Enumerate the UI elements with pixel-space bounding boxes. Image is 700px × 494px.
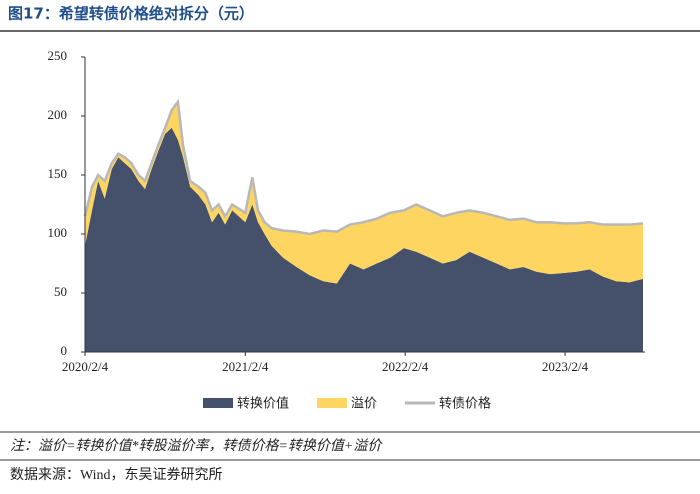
- x-tick-label: 2023/2/4: [542, 359, 589, 374]
- note: 注：溢价=转换价值*转股溢价率，转债价格=转换价值+溢价: [10, 438, 383, 454]
- y-tick-label: 250: [48, 48, 68, 63]
- area: [85, 127, 643, 352]
- chart-title: 图17：希望转债价格绝对拆分（元）: [8, 5, 254, 23]
- y-tick-label: 0: [61, 343, 68, 358]
- area: [85, 101, 643, 284]
- x-tick-label: 2021/2/4: [222, 359, 269, 374]
- x-tick-label: 2022/2/4: [382, 359, 429, 374]
- legend-label: 转债价格: [439, 396, 491, 412]
- y-tick-label: 200: [48, 107, 68, 122]
- legend-label: 转换价值: [237, 396, 289, 412]
- legend-swatch: [317, 398, 348, 408]
- legend-swatch: [203, 398, 233, 408]
- y-tick-label: 150: [48, 166, 68, 181]
- y-tick-label: 50: [54, 284, 67, 299]
- x-tick-label: 2020/2/4: [62, 359, 109, 374]
- source: 数据来源：Wind，东吴证券研究所: [10, 467, 223, 483]
- price-line: [83, 98, 644, 236]
- y-tick-label: 100: [48, 225, 68, 240]
- legend-label: 溢价: [351, 397, 377, 412]
